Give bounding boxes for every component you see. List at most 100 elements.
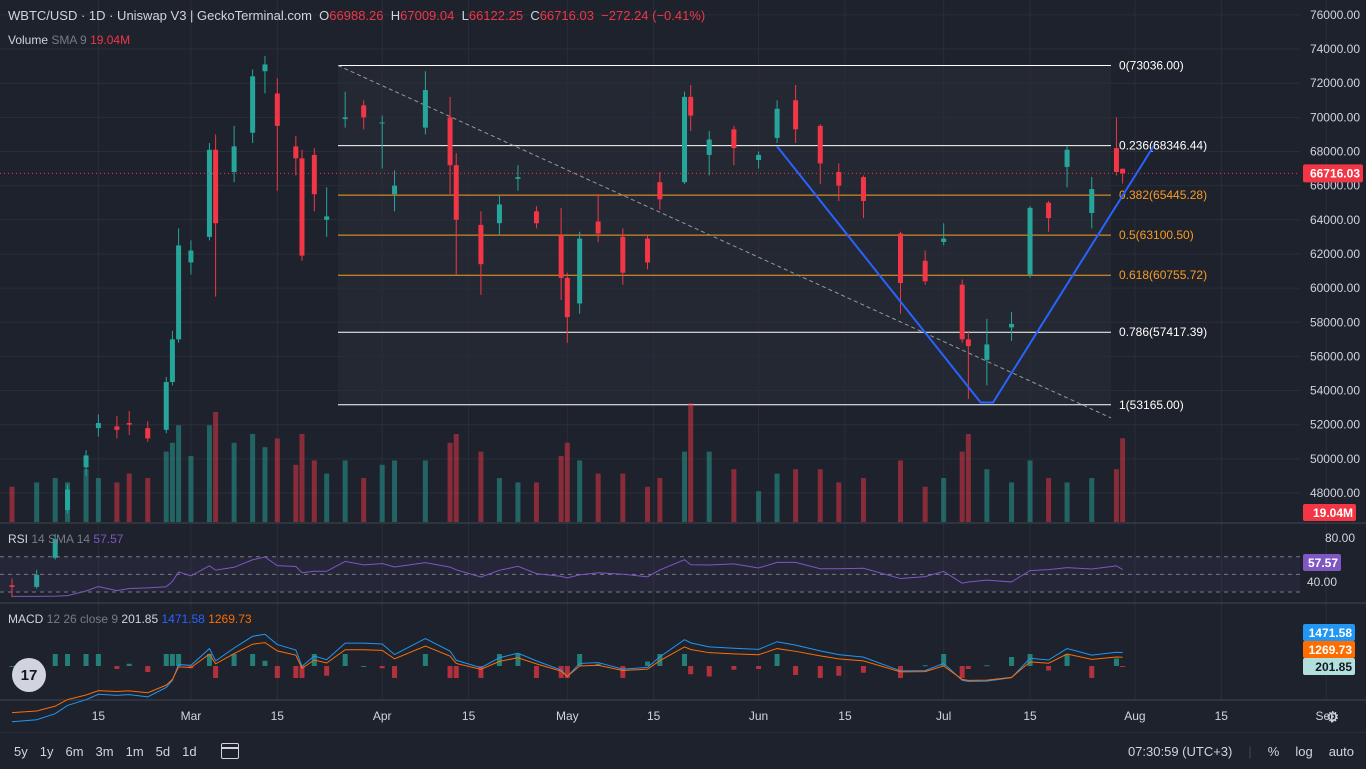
timeframe-6m[interactable]: 6m	[65, 743, 84, 759]
calendar-icon[interactable]	[220, 743, 239, 759]
bottom-toolbar: 5y 1y 6m 3m 1m 5d 1d 07:30:59 (UTC+3) | …	[0, 732, 1366, 769]
timeframe-1d[interactable]: 1d	[182, 743, 197, 759]
rsi-axis-label: 80.00	[1325, 531, 1355, 545]
volume-value: 19.04M	[90, 33, 131, 47]
candle-body	[169, 339, 175, 383]
time-axis-label: Jun	[749, 709, 768, 723]
macd-hist-bar	[731, 666, 737, 670]
volume-legend[interactable]: Volume SMA 9 19.04M	[8, 33, 130, 47]
macd-hist-bar	[836, 666, 842, 676]
macd-hist-bar	[1009, 657, 1015, 666]
volume-bar	[836, 482, 842, 522]
settings-gear-icon[interactable]: ⚙	[1326, 709, 1340, 726]
candle-body	[793, 100, 799, 130]
macd-hist-bar	[176, 654, 182, 666]
candle-body	[478, 224, 484, 265]
macd-hist-bar	[262, 660, 268, 666]
fib-level-label: 0(73036.00)	[1119, 59, 1184, 73]
percent-toggle[interactable]: %	[1267, 743, 1280, 759]
volume-bar	[293, 464, 299, 522]
macd-signal-value: 1269.73	[208, 612, 252, 626]
volume-bar	[145, 478, 151, 522]
macd-hist-value: 201.85	[121, 612, 159, 626]
macd-hist-bar	[965, 666, 971, 669]
volume-bar	[114, 482, 120, 522]
rsi-legend[interactable]: RSI 14 SMA 14 57.57	[8, 532, 123, 546]
macd-hist-bar	[558, 666, 564, 678]
time-axis-label: 15	[462, 709, 476, 723]
macd-hist-bar	[9, 666, 15, 667]
volume-bar	[965, 434, 971, 522]
volume-bar	[342, 460, 348, 522]
macd-hist-bar	[645, 661, 651, 666]
volume-bar	[793, 469, 799, 522]
price-axis-label: 54000.00	[1310, 384, 1360, 398]
timeframe-1y[interactable]: 1y	[39, 743, 54, 759]
volume-bar	[1027, 460, 1033, 522]
volume-bar	[392, 460, 398, 522]
volume-bar	[478, 451, 484, 522]
chart-legend: WBTC/USD · 1D · Uniswap V3 | GeckoTermin…	[8, 8, 706, 23]
candle-body	[941, 238, 947, 242]
volume-bar	[706, 451, 712, 522]
candle-body	[274, 93, 280, 126]
volume-bar	[595, 473, 601, 522]
macd-hist-bar	[213, 666, 219, 678]
candle-body	[657, 182, 663, 200]
candle-body	[422, 90, 428, 128]
candle-body	[453, 165, 459, 220]
timeframe-5d[interactable]: 5d	[155, 743, 171, 759]
candle-body	[1027, 207, 1033, 275]
candle-body	[324, 216, 330, 220]
time-axis-label: 15	[1215, 709, 1229, 723]
timeframe-5y[interactable]: 5y	[14, 743, 28, 759]
candle-body	[897, 233, 903, 283]
auto-toggle[interactable]: auto	[1328, 743, 1354, 759]
macd-legend[interactable]: MACD 12 26 close 9 201.85 1471.58 1269.7…	[8, 612, 252, 626]
price-axis-label: 50000.00	[1310, 452, 1360, 466]
volume-bar	[176, 425, 182, 522]
fib-level-label: 0.236(68346.44)	[1119, 139, 1207, 153]
c-label: C	[530, 8, 540, 23]
volume-bar	[897, 460, 903, 522]
macd-hist-bar	[533, 666, 539, 678]
fib-level-label: 0.5(63100.50)	[1119, 228, 1194, 242]
volume-bar	[213, 412, 219, 522]
macd-tag-label: 201.85	[1315, 660, 1352, 674]
volume-bar	[657, 478, 663, 522]
macd-hist-bar	[274, 666, 280, 678]
clock[interactable]: 07:30:59 (UTC+3)	[1127, 743, 1233, 759]
macd-hist-bar	[496, 654, 502, 666]
macd-hist-bar	[922, 665, 928, 667]
candle-body	[231, 146, 237, 172]
candle-body	[817, 125, 823, 164]
log-toggle[interactable]: log	[1295, 743, 1313, 759]
macd-hist-bar	[422, 654, 428, 666]
volume-bar	[250, 434, 256, 522]
volume-bar	[984, 469, 990, 522]
volume-bar	[34, 482, 40, 522]
macd-tag-bg	[1303, 658, 1355, 675]
volume-bar	[324, 473, 330, 522]
candle-body	[1120, 168, 1126, 174]
volume-bar	[83, 469, 89, 522]
macd-hist-bar	[1120, 666, 1126, 667]
candle-body	[188, 250, 194, 263]
timeframe-3m[interactable]: 3m	[95, 743, 114, 759]
rsi-label: RSI	[8, 532, 29, 546]
macd-hist-bar	[706, 666, 712, 677]
candle-body	[984, 344, 990, 360]
volume-params: SMA 9	[51, 33, 87, 47]
macd-hist-bar	[83, 654, 89, 666]
tradingview-logo[interactable]: 17	[12, 658, 46, 692]
macd-hist-bar	[959, 666, 965, 678]
macd-hist-bar	[145, 666, 151, 672]
open-value: 66988.26	[329, 8, 384, 23]
timeframe-1m[interactable]: 1m	[125, 743, 144, 759]
volume-bar	[1089, 478, 1095, 522]
fib-level-label: 0.618(60755.72)	[1119, 268, 1207, 282]
volume-bar	[1009, 482, 1015, 522]
time-axis-label: Sep	[1316, 709, 1338, 723]
symbol-title[interactable]: WBTC/USD · 1D · Uniswap V3	[8, 8, 187, 23]
